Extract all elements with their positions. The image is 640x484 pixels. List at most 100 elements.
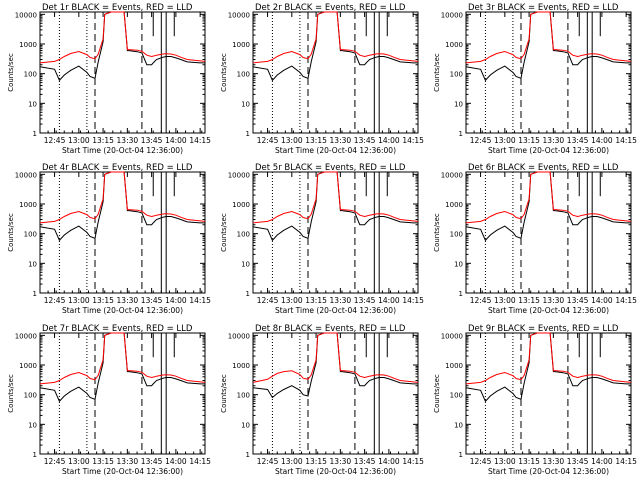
- plot-frame: [252, 11, 419, 134]
- x-tick-label: 14:00: [165, 296, 187, 305]
- x-tick-label: 13:45: [141, 457, 163, 466]
- y-tick-label: 10: [241, 421, 250, 429]
- panel-2: Det 2r BLACK = Events, RED = LLD 1 10 100 10…: [220, 3, 424, 155]
- x-tick-label: 14:00: [591, 296, 613, 305]
- lld-series-line: [39, 332, 206, 385]
- x-tick-label: 14:00: [591, 457, 613, 466]
- x-axis-label: Start Time (20-Oct-04 12:36:00): [275, 467, 396, 476]
- x-tick-label: 14:15: [615, 457, 637, 466]
- panel-title: Det 5r BLACK = Events, RED = LLD: [255, 163, 406, 173]
- x-tick-label: 13:15: [305, 136, 327, 145]
- y-tick-label: 1: [33, 290, 37, 298]
- x-tick-label: 13:45: [354, 457, 376, 466]
- plot-frame: [39, 332, 206, 455]
- y-tick-label: 1000: [19, 41, 37, 49]
- x-tick-label: 14:15: [189, 136, 211, 145]
- y-tick-label: 100: [450, 231, 463, 239]
- y-tick-label: 1: [246, 451, 250, 459]
- x-tick-label: 12:45: [470, 457, 492, 466]
- y-tick-label: 10000: [441, 332, 463, 340]
- y-tick-label: 10000: [441, 11, 463, 19]
- y-tick-label: 1: [246, 290, 250, 298]
- y-tick-label: 10000: [15, 171, 37, 179]
- lld-series-line: [252, 11, 419, 64]
- x-tick-label: 13:15: [92, 457, 114, 466]
- x-tick-label: 13:00: [281, 457, 303, 466]
- y-tick-label: 1: [459, 130, 463, 138]
- x-tick-label: 13:15: [305, 296, 327, 305]
- x-tick-label: 13:30: [330, 457, 352, 466]
- x-tick-label: 13:15: [518, 296, 540, 305]
- x-axis-label: Start Time (20-Oct-04 12:36:00): [62, 146, 183, 155]
- y-tick-label: 1000: [232, 362, 250, 370]
- y-tick-label: 1000: [19, 201, 37, 209]
- panel-3: Det 3r BLACK = Events, RED = LLD 1 10 100 10…: [433, 3, 637, 155]
- panel-title: Det 8r BLACK = Events, RED = LLD: [255, 324, 406, 334]
- lld-series-line: [39, 11, 206, 64]
- x-tick-label: 13:00: [281, 136, 303, 145]
- x-tick-label: 13:15: [518, 136, 540, 145]
- y-tick-label: 1000: [445, 201, 463, 209]
- events-series-line: [39, 171, 205, 242]
- events-series-line: [252, 332, 418, 399]
- x-tick-label: 13:30: [117, 296, 139, 305]
- x-tick-label: 14:15: [615, 136, 637, 145]
- panel-title: Det 3r BLACK = Events, RED = LLD: [468, 3, 619, 13]
- x-tick-label: 13:45: [567, 136, 589, 145]
- y-tick-label: 1: [33, 130, 37, 138]
- y-tick-label: 100: [237, 71, 250, 79]
- panel-title: Det 6r BLACK = Events, RED = LLD: [468, 163, 619, 173]
- x-tick-label: 13:45: [141, 136, 163, 145]
- lld-series-line: [465, 11, 632, 64]
- x-tick-label: 13:45: [354, 136, 376, 145]
- y-tick-label: 1: [33, 451, 37, 459]
- y-tick-label: 100: [24, 71, 37, 79]
- events-series-line: [39, 11, 205, 82]
- y-tick-label: 10000: [15, 332, 37, 340]
- x-tick-label: 13:30: [330, 136, 352, 145]
- x-axis-label: Start Time (20-Oct-04 12:36:00): [488, 146, 609, 155]
- x-tick-label: 12:45: [44, 457, 66, 466]
- panel-title: Det 2r BLACK = Events, RED = LLD: [255, 3, 406, 13]
- x-tick-label: 14:00: [165, 136, 187, 145]
- x-tick-label: 12:45: [470, 136, 492, 145]
- y-tick-label: 1: [246, 130, 250, 138]
- y-axis-label: Counts/sec: [220, 374, 228, 413]
- x-tick-label: 14:15: [615, 296, 637, 305]
- y-axis-label: Counts/sec: [433, 213, 441, 252]
- x-tick-label: 14:15: [402, 136, 424, 145]
- y-tick-label: 1: [459, 290, 463, 298]
- lld-series-line: [252, 332, 419, 383]
- x-tick-label: 12:45: [257, 457, 279, 466]
- y-tick-label: 10: [241, 100, 250, 108]
- panel-4: Det 4r BLACK = Events, RED = LLD 1 10 100 10…: [7, 163, 211, 315]
- y-tick-label: 10000: [441, 171, 463, 179]
- y-tick-label: 100: [24, 231, 37, 239]
- x-tick-label: 14:00: [165, 457, 187, 466]
- x-axis-label: Start Time (20-Oct-04 12:36:00): [62, 306, 183, 315]
- x-tick-label: 13:30: [117, 457, 139, 466]
- y-tick-label: 100: [450, 71, 463, 79]
- x-tick-label: 13:30: [543, 136, 565, 145]
- x-tick-label: 13:15: [92, 136, 114, 145]
- x-tick-label: 12:45: [44, 136, 66, 145]
- x-tick-label: 12:45: [44, 296, 66, 305]
- events-series-line: [252, 11, 418, 82]
- events-series-line: [465, 171, 631, 242]
- panel-9: Det 9r BLACK = Events, RED = LLD 1 10 100 10…: [433, 324, 637, 476]
- y-tick-label: 1000: [445, 362, 463, 370]
- x-tick-label: 13:30: [543, 457, 565, 466]
- x-axis-label: Start Time (20-Oct-04 12:36:00): [275, 306, 396, 315]
- y-tick-label: 10: [28, 100, 37, 108]
- lld-series-line: [39, 171, 206, 224]
- panel-title: Det 7r BLACK = Events, RED = LLD: [42, 324, 193, 334]
- x-tick-label: 13:00: [494, 296, 516, 305]
- y-tick-label: 100: [237, 231, 250, 239]
- y-axis-label: Counts/sec: [7, 374, 15, 413]
- y-tick-label: 1: [459, 451, 463, 459]
- x-tick-label: 14:15: [189, 457, 211, 466]
- events-series-line: [39, 332, 205, 403]
- x-tick-label: 14:15: [402, 457, 424, 466]
